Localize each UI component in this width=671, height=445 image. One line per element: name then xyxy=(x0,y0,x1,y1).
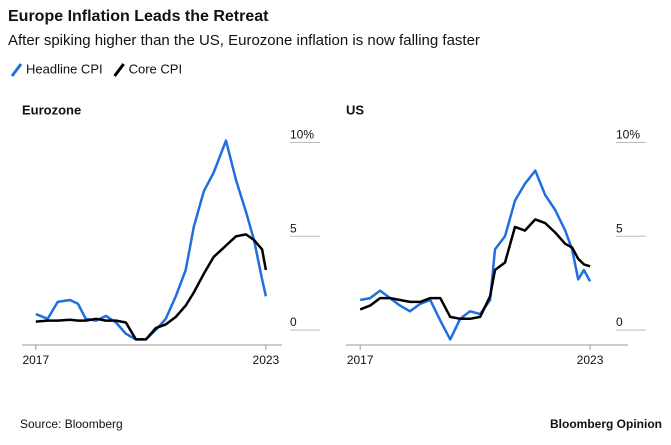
series-line xyxy=(35,139,268,341)
legend-swatch xyxy=(113,63,125,77)
x-tick-label: 2023 xyxy=(253,353,280,367)
series-line xyxy=(35,233,268,341)
brand: Bloomberg Opinion xyxy=(550,417,662,431)
legend-label: Headline CPI xyxy=(26,61,103,76)
y-tick-label: 5 xyxy=(290,221,297,235)
legend-swatch xyxy=(10,63,23,77)
chart-subtitle: After spiking higher than the US, Eurozo… xyxy=(8,32,480,49)
legend-label: Core CPI xyxy=(129,61,182,76)
panel-title: Eurozone xyxy=(22,102,81,117)
panel-title: US xyxy=(346,102,364,117)
series-line xyxy=(359,218,591,321)
y-tick-label: 0 xyxy=(290,315,297,329)
series-line xyxy=(359,169,592,341)
y-tick-label: 10% xyxy=(616,128,640,142)
y-tick-label: 10% xyxy=(290,128,314,142)
x-tick-label: 2023 xyxy=(577,353,604,367)
y-tick-label: 0 xyxy=(616,315,623,329)
x-tick-label: 2017 xyxy=(22,353,49,367)
y-tick-label: 5 xyxy=(616,221,623,235)
x-tick-label: 2017 xyxy=(347,353,374,367)
source: Source: Bloomberg xyxy=(20,417,123,431)
chart-title: Europe Inflation Leads the Retreat xyxy=(8,8,269,25)
